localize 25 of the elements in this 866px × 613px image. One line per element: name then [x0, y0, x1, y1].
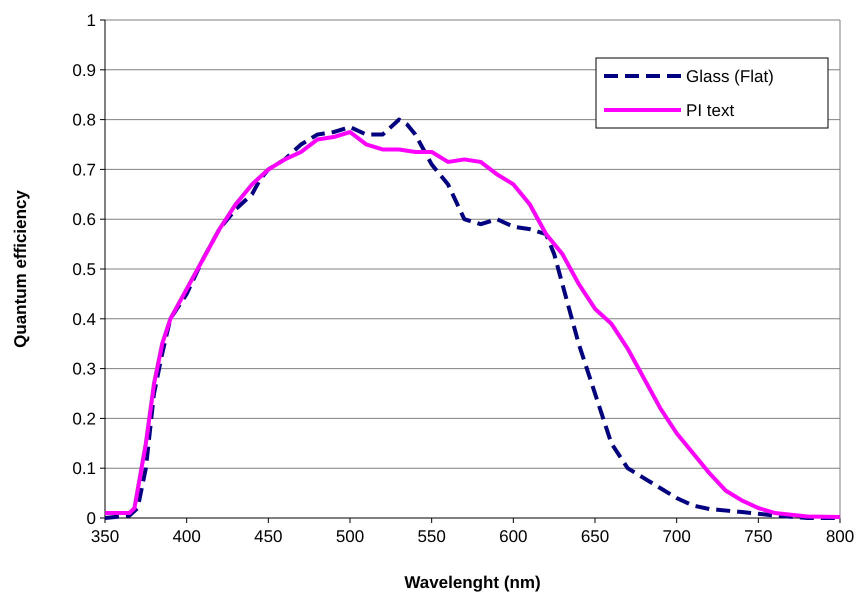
x-tick-label: 550	[417, 527, 446, 546]
x-tick-label: 350	[90, 527, 120, 546]
x-tick-label: 750	[744, 527, 773, 546]
y-tick-label: 0.6	[72, 210, 96, 230]
x-tick-label: 700	[662, 527, 691, 546]
legend-label: Glass (Flat)	[686, 66, 774, 86]
x-axis-title: Wavelenght (nm)	[404, 573, 541, 592]
y-tick-label: 0	[86, 508, 96, 528]
x-tick-label: 400	[172, 527, 201, 546]
x-tick-label: 650	[580, 527, 610, 546]
y-tick-label: 0.1	[72, 459, 96, 478]
legend-label: PI text	[686, 100, 734, 120]
y-tick-label: 0.7	[72, 160, 96, 180]
x-tick-label: 600	[499, 527, 528, 546]
y-tick-label: 0.8	[72, 110, 96, 130]
y-tick-label: 0.2	[72, 409, 96, 428]
y-tick-label: 0.9	[72, 60, 96, 80]
y-tick-label: 0.4	[72, 310, 96, 329]
y-tick-label: 1	[86, 10, 96, 30]
x-tick-label: 450	[254, 527, 283, 546]
y-axis-title: Quantum efficiency	[11, 190, 30, 348]
y-tick-label: 0.5	[72, 260, 96, 279]
y-tick-label: 0.3	[72, 360, 96, 379]
x-tick-label: 500	[336, 527, 364, 546]
x-tick-label: 800	[826, 527, 854, 546]
